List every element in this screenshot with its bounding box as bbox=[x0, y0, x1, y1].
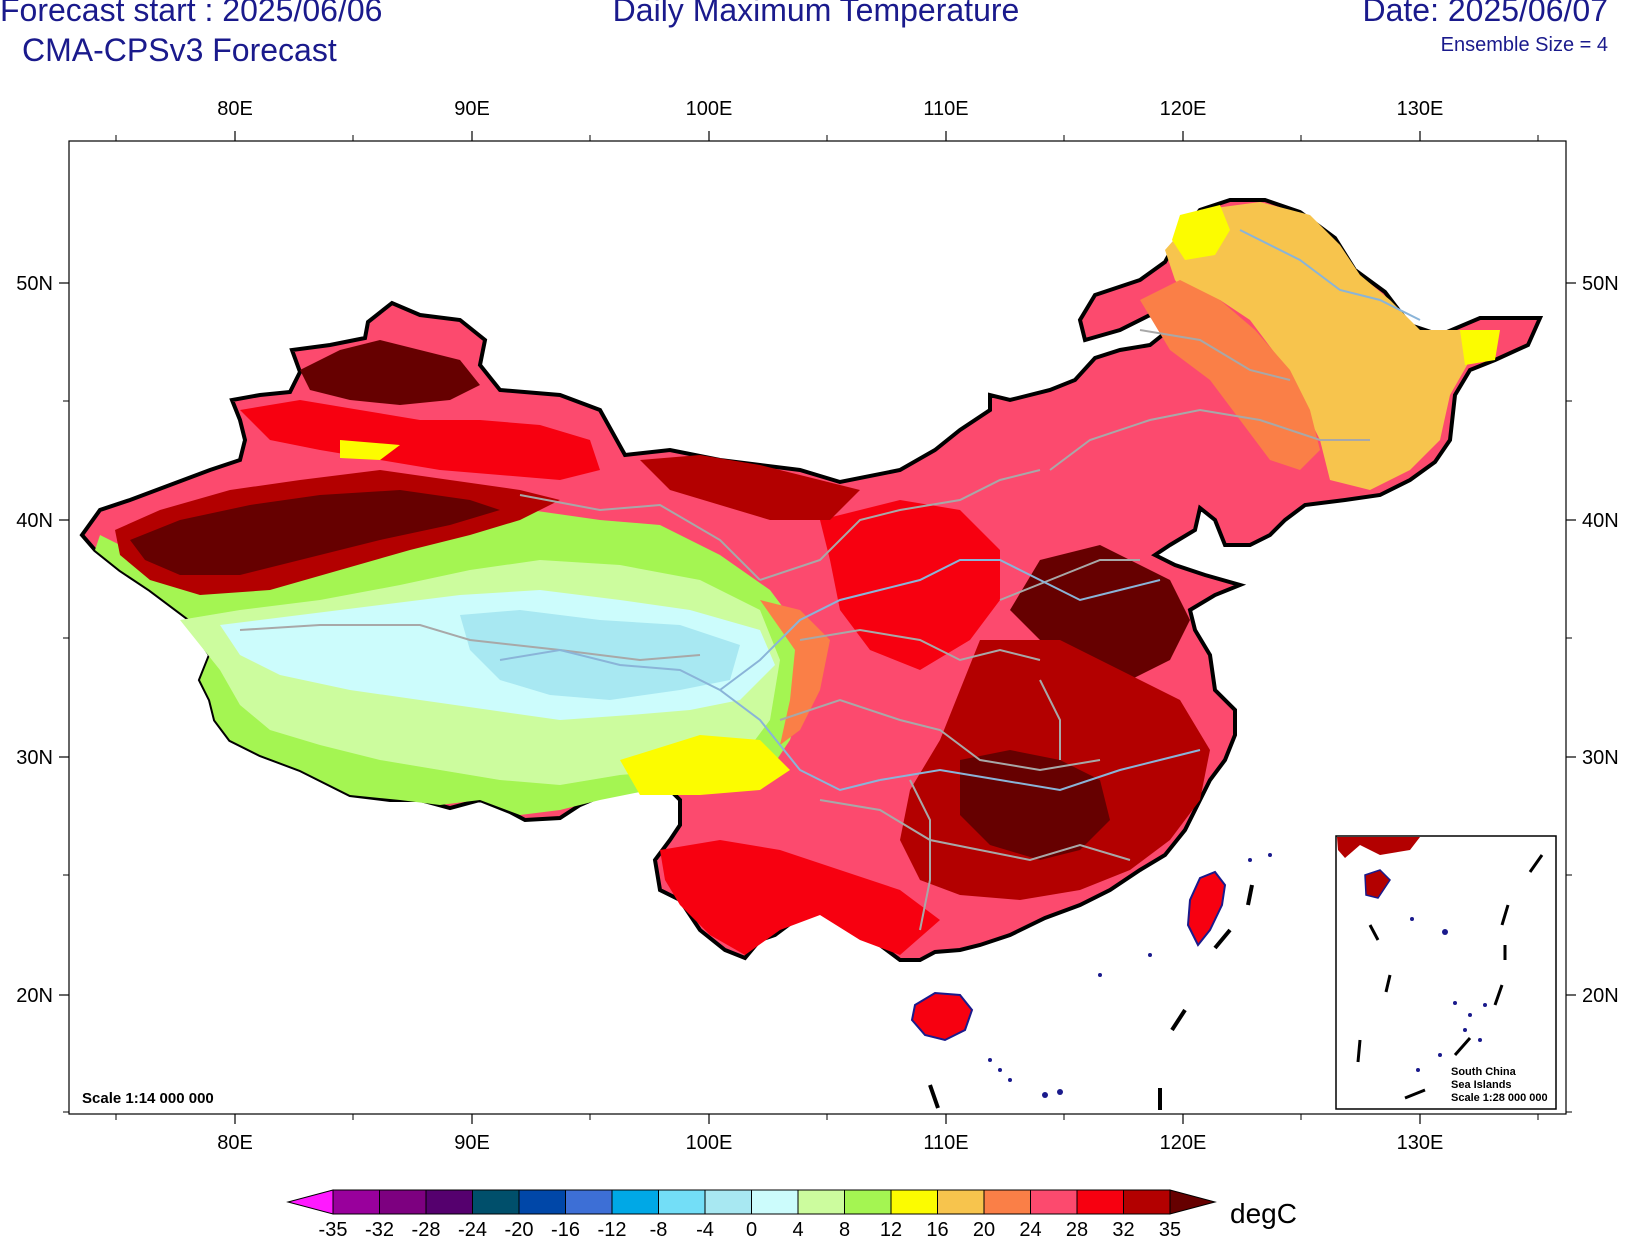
lon-label-bottom: 110E bbox=[923, 1132, 968, 1154]
lon-label-top: 100E bbox=[686, 98, 733, 120]
colorbar-label: -20 bbox=[505, 1219, 534, 1241]
colorbar-swatch bbox=[704, 1189, 752, 1215]
colorbar-swatch bbox=[379, 1189, 427, 1215]
xinjiang-yellow-strip bbox=[340, 440, 400, 460]
colorbar-swatch bbox=[1123, 1189, 1171, 1215]
colorbar-label: 32 bbox=[1112, 1219, 1134, 1241]
colorbar-label: -16 bbox=[551, 1219, 580, 1241]
colorbar-swatch bbox=[425, 1189, 473, 1215]
colorbar-swatch bbox=[890, 1189, 938, 1215]
valid-date-label: Date: 2025/06/07 bbox=[1362, 0, 1608, 28]
inset-scale: Scale 1:28 000 000 bbox=[1451, 1092, 1548, 1104]
dzungaria-hot bbox=[240, 400, 600, 480]
lon-label-bottom: 130E bbox=[1397, 1132, 1444, 1154]
colorbar-high-arrow bbox=[1169, 1189, 1217, 1215]
province-borders bbox=[239, 329, 1370, 931]
colorbar-swatch bbox=[658, 1189, 706, 1215]
hainan-island bbox=[910, 991, 974, 1042]
lon-label-top: 110E bbox=[923, 98, 968, 120]
colorbar-label: 35 bbox=[1159, 1219, 1181, 1241]
colorbar-swatch bbox=[797, 1189, 845, 1215]
lat-label-right: 50N bbox=[1582, 273, 1619, 295]
colorbar-label: 4 bbox=[792, 1219, 803, 1241]
inset-title-line2: Sea Islands bbox=[1451, 1079, 1512, 1091]
colorbar-label: -8 bbox=[650, 1219, 668, 1241]
lon-label-bottom: 80E bbox=[217, 1132, 253, 1154]
northeast-orange-zone bbox=[1140, 280, 1320, 470]
colorbar-swatch bbox=[611, 1189, 659, 1215]
lon-label-top: 120E bbox=[1160, 98, 1207, 120]
colorbar-label: 28 bbox=[1066, 1219, 1088, 1241]
south-china-red bbox=[660, 840, 940, 955]
lat-label-left: 20N bbox=[16, 985, 53, 1007]
south-china-sea-inset: South China Sea Islands Scale 1:28 000 0… bbox=[1335, 835, 1557, 1110]
colorbar-label: -4 bbox=[696, 1219, 714, 1241]
plateau-yellow-band bbox=[620, 735, 790, 795]
lat-label-left: 30N bbox=[16, 747, 53, 769]
colorbar-label: 12 bbox=[880, 1219, 902, 1241]
map-title: Daily Maximum Temperature bbox=[612, 0, 1020, 28]
colorbar-swatch bbox=[751, 1189, 799, 1215]
map-scale-note: Scale 1:14 000 000 bbox=[82, 1090, 214, 1107]
colorbar-swatch bbox=[565, 1189, 613, 1215]
lon-label-top: 90E bbox=[454, 98, 490, 120]
northeast-yellow-zone bbox=[1172, 205, 1230, 260]
central-china-red bbox=[820, 500, 1000, 670]
ensemble-size-label: Ensemble Size = 4 bbox=[1440, 34, 1608, 56]
colorbar-swatch bbox=[983, 1189, 1031, 1215]
colorbar-swatch bbox=[472, 1189, 520, 1215]
inset-title-line1: South China bbox=[1451, 1066, 1517, 1078]
colorbar-label: -12 bbox=[598, 1219, 627, 1241]
taiwan-island bbox=[1186, 870, 1227, 947]
colorbar-label: -28 bbox=[412, 1219, 441, 1241]
colorbar-low-arrow bbox=[286, 1189, 334, 1215]
plateau-orange-band bbox=[760, 600, 830, 745]
colorbar-swatch bbox=[937, 1189, 985, 1215]
heilongjiang-yellow-zone bbox=[1460, 330, 1500, 365]
colorbar-label: 24 bbox=[1019, 1219, 1041, 1241]
dzungaria-core bbox=[300, 340, 480, 405]
rivers bbox=[499, 229, 1421, 792]
colorbar-swatch bbox=[518, 1189, 566, 1215]
inner-mongolia-red bbox=[640, 455, 860, 520]
south-sea-islets bbox=[988, 853, 1272, 1098]
model-label: CMA-CPSv3 Forecast bbox=[22, 32, 337, 68]
colorbar-swatch bbox=[1076, 1189, 1124, 1215]
colorbar-label: -35 bbox=[319, 1219, 348, 1241]
lat-label-left: 50N bbox=[16, 273, 53, 295]
colorbar-label: 20 bbox=[973, 1219, 995, 1241]
lat-label-right: 30N bbox=[1582, 747, 1619, 769]
lat-label-left: 40N bbox=[16, 510, 53, 532]
lon-label-top: 130E bbox=[1397, 98, 1444, 120]
tarim-basin-core bbox=[130, 490, 500, 575]
lat-label-right: 40N bbox=[1582, 510, 1619, 532]
colorbar-label: -24 bbox=[458, 1219, 487, 1241]
colorbar-unit: degC bbox=[1230, 1198, 1297, 1229]
axis-labels: 80E 80E 90E 90E 100E 100E 110E 110E 120E 120E 130E… bbox=[16, 98, 1618, 1154]
hunan-jiangxi-core bbox=[960, 750, 1110, 860]
colorbar-swatch bbox=[1030, 1189, 1078, 1215]
lon-label-top: 80E bbox=[217, 98, 253, 120]
colorbar-label: 8 bbox=[839, 1219, 850, 1241]
colorbar-swatch bbox=[844, 1189, 892, 1215]
colorbar: -35 -32 -28 -24 -20 -16 -12 -8 -4 0 4 8 12 16 20 24 28 32… bbox=[286, 1189, 1217, 1241]
lon-label-bottom: 120E bbox=[1160, 1132, 1207, 1154]
northeast-warm-zone bbox=[1165, 202, 1470, 490]
lon-label-bottom: 100E bbox=[686, 1132, 733, 1154]
lon-label-bottom: 90E bbox=[454, 1132, 490, 1154]
lat-label-right: 20N bbox=[1582, 985, 1619, 1007]
axis-ticks bbox=[59, 131, 1576, 1124]
colorbar-label: 0 bbox=[746, 1219, 757, 1241]
nine-dash-line bbox=[928, 884, 1254, 1110]
colorbar-label: -32 bbox=[365, 1219, 394, 1241]
colorbar-label: 16 bbox=[926, 1219, 948, 1241]
temperature-field bbox=[79, 198, 1544, 1042]
forecast-start-label: Forecast start : 2025/06/06 bbox=[0, 0, 383, 28]
colorbar-swatch bbox=[332, 1189, 380, 1215]
